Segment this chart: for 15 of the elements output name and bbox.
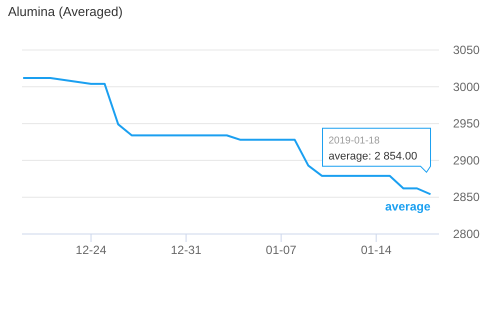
y-tick-label: 2900 [453,153,480,168]
y-tick-label: 2850 [453,190,480,204]
x-tick-label: 12-24 [76,243,107,257]
x-tick-label: 01-07 [266,243,297,257]
y-tick-label: 3000 [453,80,480,94]
chart-title: Alumina (Averaged) [8,4,123,19]
y-tick-label: 2950 [453,116,480,131]
line-series [22,76,432,196]
annotation: average: 2 854.00 [328,150,418,162]
series-label: average [385,199,431,214]
annotation: 2019-01-18 [328,135,380,146]
y-tick-label: 3050 [453,43,480,57]
x-tick-label: 12-31 [170,243,202,257]
x-tick-label: 01-14 [360,243,392,257]
y-tick-label: 2800 [453,227,480,241]
